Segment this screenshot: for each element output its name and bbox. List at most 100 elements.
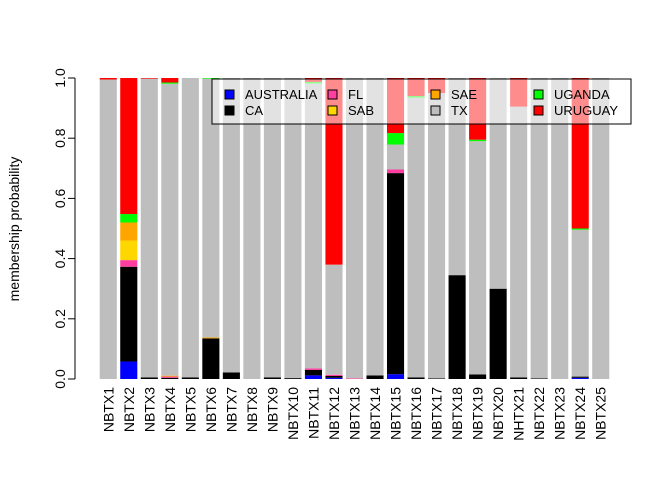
- legend-swatch: [430, 89, 441, 100]
- legend-label: CA: [245, 103, 263, 118]
- bar-segment-NBTX4-UGANDA: [161, 82, 179, 84]
- x-tick-label: NBTX17: [429, 387, 445, 440]
- legend-swatch: [430, 105, 441, 116]
- x-tick-label: NBTX22: [531, 387, 547, 440]
- bar-segment-NBTX22-TX: [530, 78, 548, 379]
- bar-segment-NBTX20-CA: [489, 288, 507, 379]
- bar-segment-NBTX2-UGANDA: [120, 214, 138, 223]
- bar-segment-NBTX4-FL: [161, 376, 179, 378]
- y-axis: 0.0 0.2 0.4 0.6 0.8 1.0: [52, 68, 76, 389]
- bar-segment-NBTX6-SAE: [202, 337, 220, 339]
- bar-segment-NBTX13-TX: [345, 78, 364, 379]
- bar-segment-NBTX10-CA: [284, 378, 302, 379]
- bar-segment-NBTX1-TX: [99, 79, 117, 379]
- bar-segment-NBTX3-TX: [140, 78, 158, 378]
- y-tick-label: 0.0: [52, 369, 68, 389]
- bar-segment-NBTX15-FL: [386, 169, 405, 174]
- x-tick-label: NBTX14: [367, 387, 383, 440]
- x-tick-label: NBTX24: [572, 387, 588, 440]
- bar-segment-NBTX15-CA: [386, 173, 405, 375]
- bar-segment-NBTX19-UGANDA: [469, 139, 487, 142]
- x-tick-label: NBTX23: [552, 387, 568, 440]
- x-tick-label: NBTX5: [182, 387, 198, 432]
- bar-segment-NBTX5-CA: [181, 377, 199, 379]
- bar-segment-NBTX17-CA: [428, 378, 446, 379]
- legend-swatch: [224, 89, 235, 100]
- bar-segment-NBTX19-CA: [469, 374, 487, 379]
- bar-segment-NBTX4-CA: [161, 377, 179, 379]
- x-tick-label: NBTX19: [470, 387, 486, 440]
- bar-segment-NBTX16-TX: [407, 97, 425, 378]
- legend-swatch: [533, 89, 544, 100]
- x-tick-label: NBTX1: [100, 387, 116, 432]
- bar-segment-NBTX23-TX: [551, 78, 569, 379]
- bar-segment-NBTX11-FL: [304, 368, 322, 370]
- y-tick-label: 0.6: [52, 188, 68, 208]
- bar-segment-NBTX20-TX: [489, 78, 507, 289]
- legend-label: SAE: [451, 87, 477, 102]
- x-axis: NBTX1 NBTX2 NBTX3 NBTX4 NBTX5 NBTX6 NBTX7 NBTX8…: [100, 387, 608, 441]
- bar-segment-NBTX24-AUSTRALIA: [571, 377, 589, 379]
- x-tick-label: NBTX9: [264, 387, 280, 432]
- x-tick-label: NBTX15: [388, 387, 404, 440]
- bar-segment-NBTX9-CA: [263, 377, 281, 379]
- y-tick-label: 1.0: [52, 68, 68, 88]
- bar-segment-NBTX2-AUSTRALIA: [120, 361, 138, 379]
- bar-segment-NBTX18-TX: [448, 78, 466, 276]
- bar-segment-NBTX9-TX: [263, 78, 281, 378]
- legend-box: [211, 78, 632, 125]
- bar-segment-NBTX6-CA: [202, 338, 220, 379]
- legend-swatch: [327, 89, 338, 100]
- bar-segment-NBTX2-FL: [120, 260, 138, 267]
- bar-segment-NBTX18-CA: [448, 275, 466, 379]
- bar-segment-NBTX12-AUSTRALIA: [325, 377, 343, 379]
- y-tick-label: 0.8: [52, 128, 68, 148]
- bar-segment-NBTX24-TX: [571, 229, 589, 377]
- bar-segment-NBTX17-TX: [428, 93, 446, 379]
- bar-segment-NBTX3-CA: [140, 377, 158, 379]
- bar-segment-NBTX2-SAB: [120, 240, 138, 261]
- bar-segment-NBTX25-TX: [592, 78, 610, 379]
- x-tick-label: NBTX8: [244, 387, 260, 432]
- bar-segment-NBTX5-TX: [181, 78, 199, 378]
- bar-segment-NBTX6-TX: [202, 78, 220, 338]
- bar-segment-NBTX4-TX: [161, 83, 179, 376]
- bar-segment-NBTX14-TX: [366, 78, 384, 376]
- bar-segment-NBTX2-CA: [120, 266, 138, 362]
- bar-segment-NBTX12-CA: [325, 375, 343, 378]
- bar-segment-NBTX11-AUSTRALIA: [304, 375, 322, 379]
- bar-segment-NBTX15-UGANDA: [386, 133, 405, 145]
- x-tick-label: NBTX3: [141, 387, 157, 432]
- bar-segment-NBTX4-URUGUAY: [161, 78, 179, 83]
- bars: [99, 78, 610, 379]
- bar-segment-NBTX12-URUGUAY: [325, 78, 343, 265]
- legend-label: FL: [348, 87, 363, 102]
- bar-segment-NBTX15-AUSTRALIA: [386, 374, 405, 379]
- x-tick-label: NBTX13: [347, 387, 363, 440]
- bar-segment-NBTX7-CA: [222, 372, 240, 379]
- bar-segment-NBTX1-URUGUAY: [99, 78, 117, 80]
- bar-segment-NBTX11-CA: [304, 369, 322, 376]
- bar-segment-NBTX24-UGANDA: [571, 228, 589, 230]
- x-tick-label: NBTX11: [305, 387, 321, 439]
- y-axis-label: membership probability: [6, 157, 22, 302]
- x-tick-label: NBTX12: [326, 387, 342, 440]
- x-tick-label: NBTX2: [121, 387, 137, 432]
- bar-segment-NBTX6-UGANDA: [202, 78, 220, 79]
- legend-label: SAB: [348, 103, 374, 118]
- legend-label: AUSTRALIA: [245, 87, 318, 102]
- bar-segment-NBTX8-TX: [243, 78, 261, 379]
- bar-segment-NBTX12-TX: [325, 264, 343, 375]
- bar-segment-NBTX4-SAE: [161, 375, 179, 377]
- bar-segment-NBTX10-TX: [284, 78, 302, 379]
- x-tick-label: NBTX20: [490, 387, 506, 440]
- x-tick-label: NHTX21: [511, 387, 527, 441]
- x-tick-label: NBTX4: [162, 387, 178, 432]
- bar-segment-NHTX21-CA: [510, 377, 528, 379]
- y-tick-label: 0.4: [52, 249, 68, 269]
- bar-segment-NBTX3-URUGUAY: [140, 78, 158, 79]
- bar-segment-NBTX24-CA: [571, 376, 589, 378]
- bar-segment-NBTX2-URUGUAY: [120, 78, 138, 215]
- bar-segment-NBTX12-FL: [325, 374, 343, 376]
